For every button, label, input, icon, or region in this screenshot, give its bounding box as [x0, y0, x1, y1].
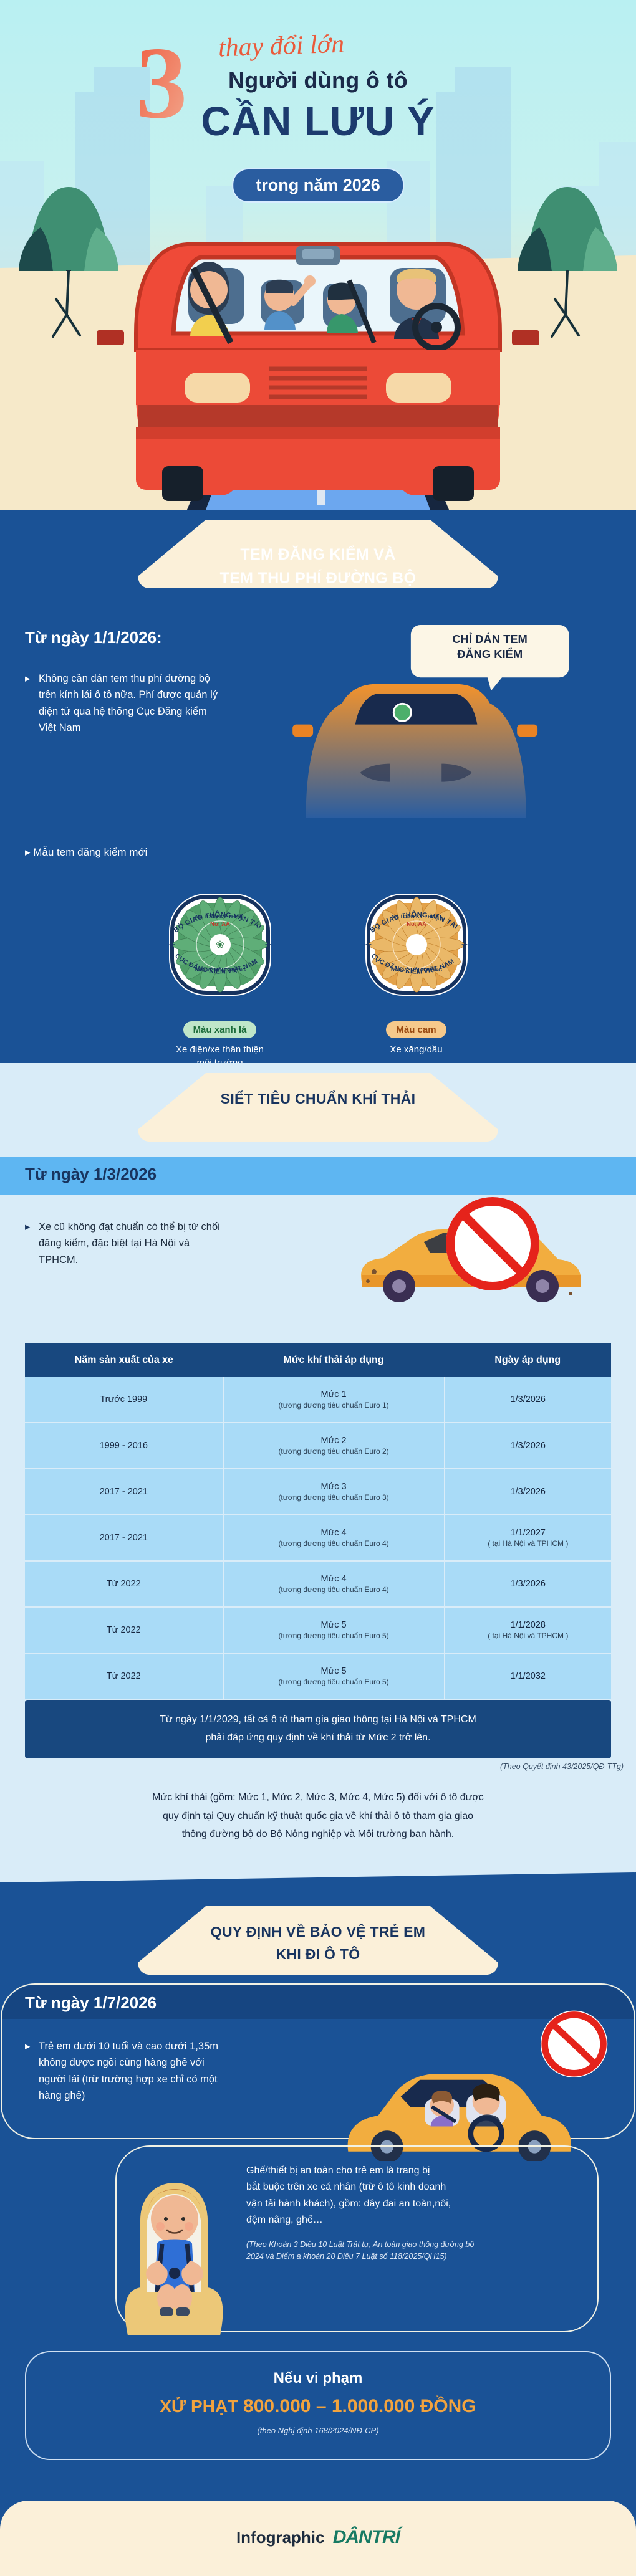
svg-text:BẢO VỆ MÔI TRƯỜNG: BẢO VỆ MÔI TRƯỜNG	[391, 967, 442, 973]
svg-text:ĐĂNG KIỂM: ĐĂNG KIỂM	[457, 647, 523, 661]
svg-text:AN TOÀN KỸ THUẬT: AN TOÀN KỸ THUẬT	[195, 913, 246, 920]
svg-text:CHỈ DÁN TEM: CHỈ DÁN TEM	[452, 632, 527, 646]
svg-text:No: AA: No: AA	[210, 921, 230, 928]
svg-text:★: ★	[365, 940, 372, 950]
svg-text:★: ★	[461, 940, 468, 950]
svg-text:BẢO VỆ MÔI TRƯỜNG: BẢO VỆ MÔI TRƯỜNG	[195, 967, 246, 973]
svg-text:★: ★	[168, 940, 176, 950]
svg-text:❀: ❀	[216, 940, 224, 950]
svg-text:No: AA: No: AA	[407, 921, 426, 928]
svg-text:AN TOÀN KỸ THUẬT: AN TOÀN KỸ THUẬT	[391, 913, 442, 920]
svg-text:★: ★	[264, 940, 272, 950]
